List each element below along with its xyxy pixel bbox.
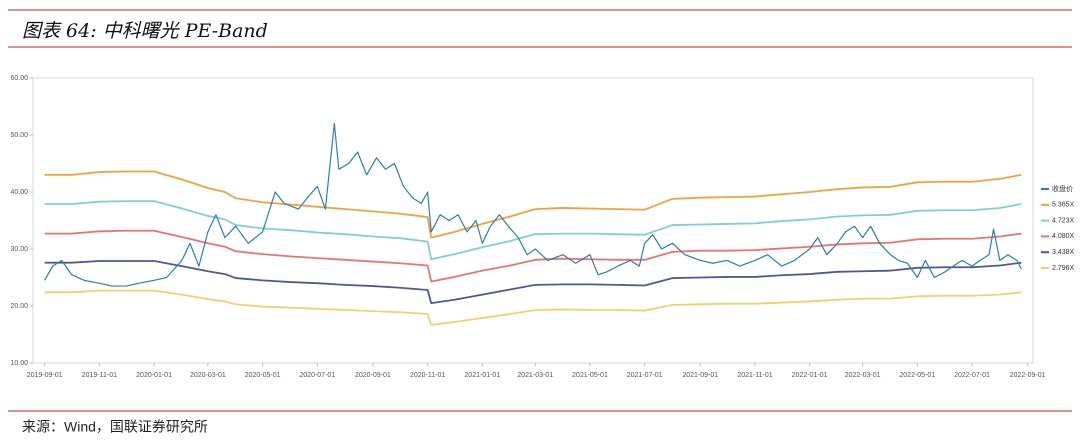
x-tick-label: 2021-07-01 bbox=[627, 372, 663, 379]
x-tick-label: 2019-11-01 bbox=[82, 372, 117, 379]
x-tick-label: 2020-07-01 bbox=[299, 372, 335, 379]
x-tick-label: 2022-09-01 bbox=[1010, 372, 1046, 379]
y-tick-label: 30.00 bbox=[10, 246, 28, 253]
series-line bbox=[44, 289, 1022, 326]
y-tick-label: 60.00 bbox=[10, 75, 28, 82]
series-line bbox=[44, 170, 1022, 239]
y-tick-label: 20.00 bbox=[10, 303, 28, 310]
x-tick-label: 2021-03-01 bbox=[517, 372, 553, 379]
x-tick-label: 2019-09-01 bbox=[27, 372, 63, 379]
x-tick-label: 2022-07-01 bbox=[954, 372, 990, 379]
x-tick-label: 2021-09-01 bbox=[682, 372, 718, 379]
y-tick-label: 10.00 bbox=[10, 360, 28, 367]
series-line bbox=[44, 123, 1022, 287]
x-tick-label: 2022-01-01 bbox=[792, 372, 828, 379]
y-tick-label: 50.00 bbox=[10, 132, 28, 139]
legend-label: 5.365X bbox=[1052, 202, 1075, 209]
x-tick-label: 2020-03-01 bbox=[190, 372, 226, 379]
x-tick-label: 2022-03-01 bbox=[845, 372, 881, 379]
x-tick-label: 2020-01-01 bbox=[136, 372, 172, 379]
legend-label: 4.723X bbox=[1052, 217, 1075, 224]
x-tick-label: 2021-11-01 bbox=[737, 372, 772, 379]
legend-label: 3.438X bbox=[1052, 249, 1075, 256]
x-tick-label: 2020-09-01 bbox=[355, 372, 391, 379]
x-tick-label: 2020-05-01 bbox=[245, 372, 281, 379]
source: 来源：Wind，国联证券研究所 bbox=[22, 419, 208, 435]
x-tick-label: 2021-01-01 bbox=[464, 372, 500, 379]
y-tick-label: 40.00 bbox=[10, 189, 28, 196]
legend-label: 收盘价 bbox=[1052, 184, 1073, 193]
chart-title: 图表 64: 中科曙光 PE-Band bbox=[22, 20, 268, 42]
plot-frame bbox=[32, 77, 1034, 364]
series-line bbox=[44, 260, 1022, 305]
x-tick-label: 2022-05-01 bbox=[899, 372, 935, 379]
legend-label: 2.796X bbox=[1052, 265, 1075, 272]
x-tick-label: 2021-05-01 bbox=[572, 372, 608, 379]
x-tick-label: 2020-11-01 bbox=[410, 372, 445, 379]
series-line bbox=[44, 200, 1022, 261]
legend-label: 4.080X bbox=[1052, 233, 1075, 240]
series-line bbox=[44, 229, 1022, 283]
